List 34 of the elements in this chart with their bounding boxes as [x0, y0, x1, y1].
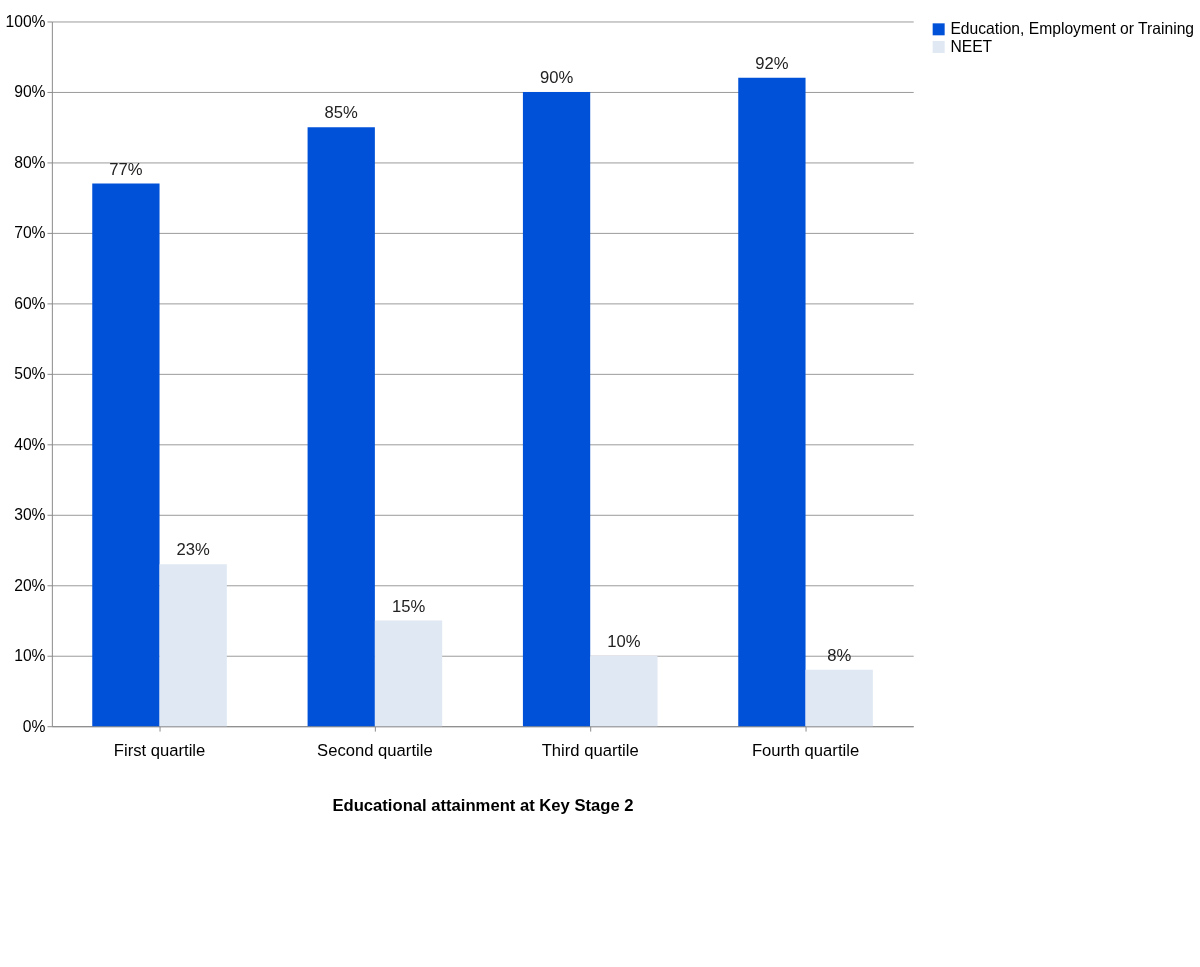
x-tick-label: First quartile	[113, 741, 206, 761]
x-tick-label: Third quartile	[541, 741, 639, 761]
y-tick-label: 30%	[14, 506, 46, 524]
data-label: 8%	[827, 646, 852, 666]
data-label: 10%	[607, 631, 641, 651]
y-tick-label: 60%	[14, 294, 46, 312]
data-label: 77%	[109, 159, 143, 179]
data-label: 90%	[539, 68, 574, 88]
y-tick-label: 20%	[14, 576, 46, 594]
data-label: 23%	[176, 540, 211, 560]
bar	[374, 620, 443, 727]
bar	[522, 91, 591, 727]
y-tick-label: 80%	[14, 153, 46, 171]
legend-label: NEET	[950, 37, 993, 55]
y-tick-label: 40%	[14, 435, 46, 453]
bar	[738, 77, 806, 727]
y-tick-label: 90%	[14, 83, 46, 101]
data-label: 92%	[755, 54, 789, 74]
y-tick-label: 50%	[14, 365, 46, 383]
x-axis-title: Educational attainment at Key Stage 2	[332, 795, 634, 815]
y-tick-label: 70%	[14, 224, 46, 242]
bar	[590, 655, 658, 727]
data-label: 15%	[391, 596, 426, 616]
y-tick-label: 10%	[14, 647, 46, 665]
legend-label: Education, Employment or Training	[950, 20, 1195, 38]
y-tick-label: 0%	[22, 717, 46, 735]
bar	[307, 127, 375, 727]
bar	[159, 564, 227, 727]
y-tick-label: 100%	[5, 12, 46, 30]
x-tick-label: Second quartile	[317, 741, 433, 761]
x-tick-label: Fourth quartile	[751, 741, 860, 761]
data-label: 85%	[324, 103, 359, 123]
bar	[92, 183, 160, 727]
bar	[805, 669, 873, 727]
